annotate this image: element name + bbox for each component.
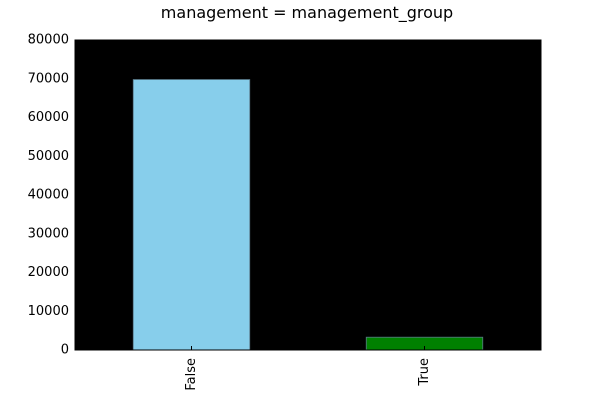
y-tick-label: 0 xyxy=(61,343,69,358)
y-tick-label: 70000 xyxy=(28,71,69,86)
y-axis: 0 10000 20000 30000 40000 50000 60000 70000 8000… xyxy=(28,33,79,358)
y-tick-label: 20000 xyxy=(28,265,69,280)
bar-false xyxy=(132,79,251,351)
x-tick-label-true: True xyxy=(417,358,432,387)
y-tick-label: 60000 xyxy=(28,110,69,125)
y-tick-label: 10000 xyxy=(28,304,69,319)
y-tick-label: 40000 xyxy=(28,188,69,203)
y-tick-label: 30000 xyxy=(28,226,69,241)
y-tick-label: 50000 xyxy=(28,149,69,164)
bars-group xyxy=(74,39,542,351)
y-tick-label: 80000 xyxy=(28,33,69,48)
x-axis: False True xyxy=(184,346,432,391)
x-tick-label-false: False xyxy=(184,358,199,391)
chart-title: management = management_group xyxy=(161,3,453,23)
